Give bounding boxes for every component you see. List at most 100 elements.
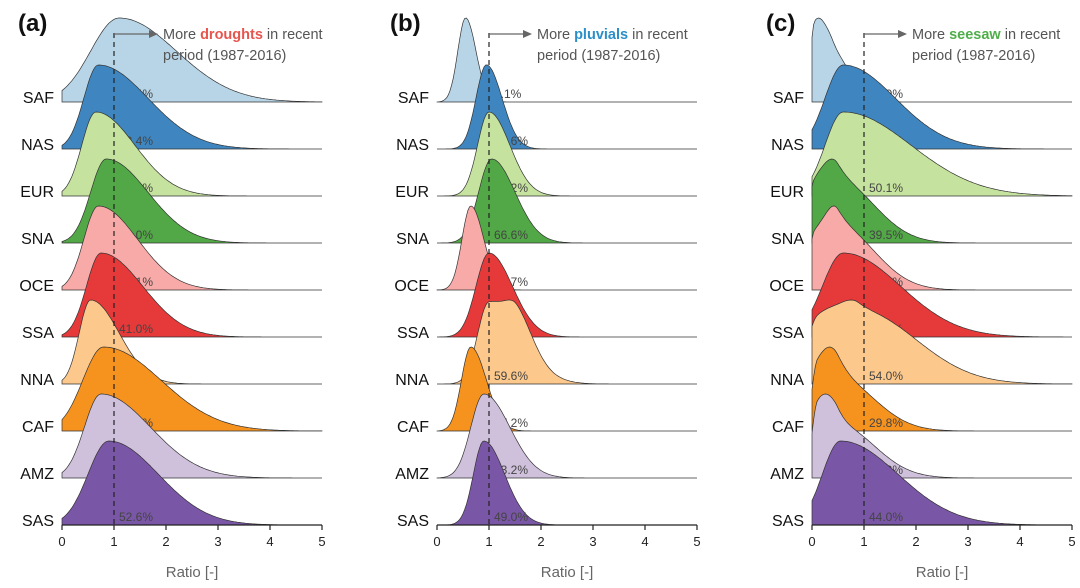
ridge-eur [811, 111, 1073, 197]
x-tick-label: 1 [110, 534, 117, 549]
x-tick-label: 2 [912, 534, 919, 549]
region-label: OCE [769, 278, 804, 295]
x-tick-label: 0 [58, 534, 65, 549]
region-label: EUR [770, 184, 804, 201]
arrow-head-icon [149, 30, 158, 38]
percent-label: 54.0% [869, 369, 903, 383]
annotation-keyword: seesaw [949, 27, 1001, 43]
panel-label: (b) [390, 10, 421, 37]
ridge-sna [811, 158, 1072, 244]
annotation-keyword: pluvials [574, 27, 628, 43]
x-tick-label: 4 [1016, 534, 1023, 549]
ridge-oce [436, 205, 697, 291]
percent-label: 59.6% [494, 369, 528, 383]
region-label: SAS [397, 513, 429, 530]
annotation-suffix: in recent [628, 27, 688, 43]
region-label: EUR [20, 184, 54, 201]
ridge-amz [436, 393, 697, 479]
percent-label: 49.0% [494, 510, 528, 524]
ridge-caf [436, 346, 697, 432]
x-tick-label: 0 [433, 534, 440, 549]
region-label: SAF [398, 90, 429, 107]
percent-label: 41.0% [119, 322, 153, 336]
x-tick-label: 4 [641, 534, 648, 549]
ridge-saf [436, 17, 697, 103]
ridge-nna [437, 299, 697, 385]
annotation-line-2: period (1987-2016) [912, 48, 1035, 64]
annotation-suffix: in recent [1001, 27, 1061, 43]
arrow-head-icon [523, 30, 532, 38]
region-label: CAF [22, 419, 54, 436]
annotation-line-2: period (1987-2016) [537, 48, 660, 64]
region-label: SAS [22, 513, 54, 530]
x-axis-label: Ratio [-] [916, 564, 969, 581]
annotation-line-2: period (1987-2016) [163, 48, 286, 64]
x-tick-label: 5 [693, 534, 700, 549]
annotation-keyword: droughts [200, 27, 263, 43]
region-label: SNA [396, 231, 429, 248]
ridge-sna [437, 158, 697, 244]
annotation-line-1: More droughts in recent [163, 27, 323, 43]
ridge-nna [811, 299, 1073, 385]
annotation-line-1: More pluvials in recent [537, 27, 688, 43]
percent-label: 29.8% [869, 416, 903, 430]
ridge-ssa [61, 252, 322, 338]
x-tick-label: 3 [964, 534, 971, 549]
ridge-sna [61, 158, 322, 244]
percent-label: 52.6% [119, 510, 153, 524]
ridge-sas [61, 440, 322, 526]
percent-label: 50.1% [869, 181, 903, 195]
region-label: CAF [397, 419, 429, 436]
region-label: SNA [21, 231, 54, 248]
x-tick-label: 3 [214, 534, 221, 549]
x-axis-label: Ratio [-] [166, 564, 219, 581]
annotation-prefix: More [163, 27, 200, 43]
region-label: AMZ [395, 466, 429, 483]
x-axis-label: Ratio [-] [541, 564, 594, 581]
annotation-prefix: More [537, 27, 574, 43]
x-tick-label: 1 [860, 534, 867, 549]
region-label: EUR [395, 184, 429, 201]
region-label: OCE [394, 278, 429, 295]
region-label: SSA [772, 325, 804, 342]
x-tick-label: 3 [589, 534, 596, 549]
region-label: AMZ [20, 466, 54, 483]
region-label: CAF [772, 419, 804, 436]
region-label: NNA [395, 372, 429, 389]
x-tick-label: 2 [162, 534, 169, 549]
region-label: SSA [397, 325, 429, 342]
x-tick-label: 2 [537, 534, 544, 549]
panel-1: (b)SAF4.1%NAS52.6%EUR62.2%SNA66.6%OCE16.… [390, 10, 701, 581]
panel-0: (a)SAF66.4%NAS58.4%EUR42.3%SNA49.0%OCE38… [18, 10, 326, 581]
x-tick-label: 5 [1068, 534, 1075, 549]
region-label: NAS [396, 137, 429, 154]
region-label: SAF [23, 90, 54, 107]
annotation-prefix: More [912, 27, 949, 43]
region-label: AMZ [770, 466, 804, 483]
percent-label: 39.5% [869, 228, 903, 242]
region-label: OCE [19, 278, 54, 295]
region-label: NNA [20, 372, 54, 389]
arrow-head-icon [898, 30, 907, 38]
x-tick-label: 4 [266, 534, 273, 549]
x-tick-label: 0 [808, 534, 815, 549]
panel-label: (c) [766, 10, 795, 37]
ridge-nas [61, 64, 322, 150]
region-label: NAS [771, 137, 804, 154]
region-label: SAF [773, 90, 804, 107]
region-label: SSA [22, 325, 54, 342]
region-label: NNA [770, 372, 804, 389]
ridge-sas [811, 440, 1072, 526]
region-label: SAS [772, 513, 804, 530]
percent-label: 44.0% [869, 510, 903, 524]
region-label: SNA [771, 231, 804, 248]
x-tick-label: 5 [318, 534, 325, 549]
annotation-line-1: More seesaw in recent [912, 27, 1060, 43]
panel-label: (a) [18, 10, 47, 37]
region-label: NAS [21, 137, 54, 154]
annotation-suffix: in recent [263, 27, 323, 43]
x-tick-label: 1 [485, 534, 492, 549]
ridge-caf [811, 346, 1072, 432]
panel-2: (c)SAF15.9%NAS51.8%EUR50.1%SNA39.5%OCE32… [766, 10, 1076, 581]
